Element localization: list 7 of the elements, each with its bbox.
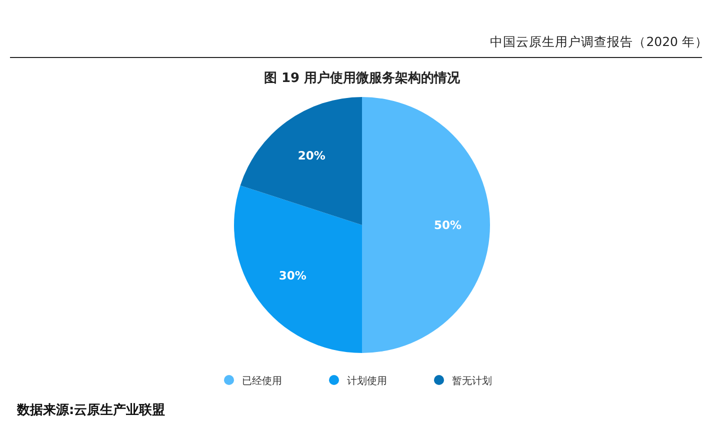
source: 数据来源:云原生产业联盟 xyxy=(17,403,166,418)
legend-label: 已经使用 xyxy=(242,375,282,387)
legend-label: 暂无计划 xyxy=(452,375,492,387)
header: 中国云原生用户调查报告（2020 年） xyxy=(490,34,708,49)
title: 图 19 用户使用微服务架构的情况 xyxy=(264,71,460,86)
legend: 已经使用 计划使用 暂无计划 xyxy=(224,375,492,387)
legend-label: 计划使用 xyxy=(347,375,387,387)
